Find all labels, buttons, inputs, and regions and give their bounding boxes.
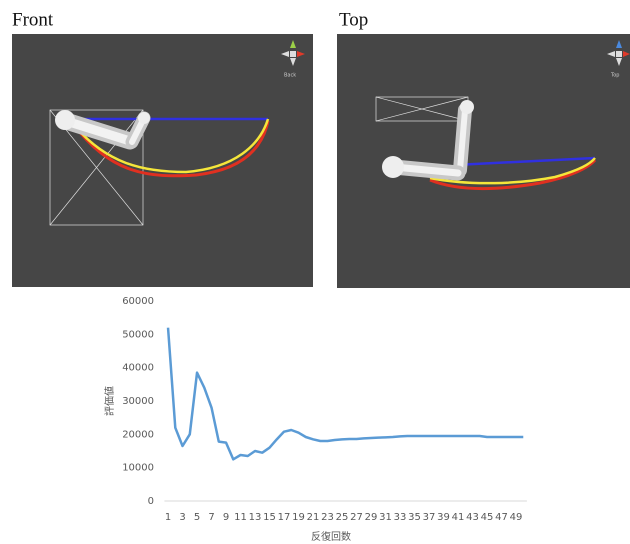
front-scene: Back: [12, 34, 313, 287]
x-tick-label: 1: [165, 512, 171, 523]
top-scene: Top: [337, 34, 630, 288]
gizmo-label: Back: [284, 73, 296, 79]
x-tick-label: 21: [307, 512, 320, 523]
x-tick-label: 23: [321, 512, 334, 523]
x-tick-label: 3: [179, 512, 185, 523]
x-tick-label: 5: [194, 512, 200, 523]
x-tick-label: 9: [223, 512, 229, 523]
x-tick-label: 11: [234, 512, 247, 523]
y-tick-label: 0: [148, 496, 154, 507]
x-axis-label: 反復回数: [311, 530, 351, 543]
x-tick-label: 43: [466, 512, 479, 523]
x-tick-label: 29: [365, 512, 378, 523]
x-tick-label: 41: [452, 512, 465, 523]
data-line: [168, 328, 523, 460]
x-tick-label: 33: [394, 512, 407, 523]
x-tick-label: 35: [408, 512, 421, 523]
x-tick-label: 19: [292, 512, 305, 523]
x-tick-label: 31: [379, 512, 392, 523]
x-tick-label: 49: [510, 512, 523, 523]
x-tick-label: 45: [481, 512, 494, 523]
y-tick-label: 30000: [122, 396, 154, 407]
x-tick-label: 27: [350, 512, 363, 523]
x-tick-label: 13: [249, 512, 262, 523]
panel-label: Front: [12, 9, 54, 30]
x-tick-label: 47: [495, 512, 508, 523]
figure: Front Top Back: [0, 0, 630, 544]
x-tick-label: 17: [278, 512, 291, 523]
gizmo-label: Top: [610, 73, 619, 79]
y-tick-label: 20000: [122, 429, 154, 440]
y-tick-label: 50000: [122, 329, 154, 340]
x-tick-label: 39: [437, 512, 450, 523]
x-tick-label: 7: [208, 512, 214, 523]
y-tick-label: 40000: [122, 363, 154, 374]
x-tick-label: 15: [263, 512, 276, 523]
x-tick-label: 25: [336, 512, 349, 523]
panel-label: Top: [339, 9, 368, 30]
y-tick-label: 60000: [122, 296, 154, 307]
x-tick-label: 37: [423, 512, 436, 523]
y-axis-label: 評価値: [103, 386, 116, 416]
y-tick-label: 10000: [122, 463, 154, 474]
